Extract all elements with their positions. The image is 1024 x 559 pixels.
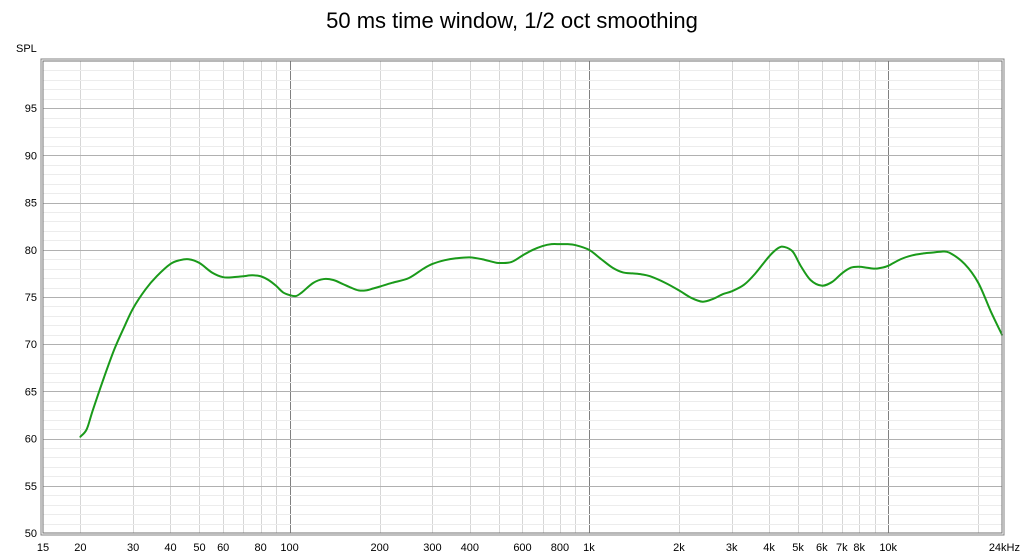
x-tick-label: 10k [879, 542, 897, 554]
plot-area-border [42, 60, 1003, 534]
x-tick-label: 50 [193, 542, 205, 554]
y-tick-label: 80 [25, 245, 37, 257]
x-tick-label: 40 [164, 542, 176, 554]
x-tick-label: 60 [217, 542, 229, 554]
y-tick-label: 75 [25, 292, 37, 304]
x-tick-label: 5k [792, 542, 804, 554]
y-tick-label: 85 [25, 198, 37, 210]
chart-title: 50 ms time window, 1/2 oct smoothing [326, 8, 698, 33]
x-tick-label: 4k [763, 542, 775, 554]
y-tick-label: 55 [25, 481, 37, 493]
x-tick-label: 200 [371, 542, 389, 554]
y-tick-labels: 50 55 60 65 70 75 80 85 90 95 [25, 103, 37, 540]
y-tick-label: 90 [25, 150, 37, 162]
y-axis-label: SPL [16, 43, 37, 55]
x-tick-label: 100 [280, 542, 298, 554]
x-tick-label: 7k [836, 542, 848, 554]
x-tick-label: 300 [423, 542, 441, 554]
x-tick-label: 15 [37, 542, 49, 554]
x-tick-label: 20 [74, 542, 86, 554]
x-tick-label: 3k [726, 542, 738, 554]
y-tick-label: 70 [25, 339, 37, 351]
plot-frame [40, 58, 1005, 536]
y-tick-label: 60 [25, 434, 37, 446]
x-tick-label: 30 [127, 542, 139, 554]
x-tick-label: 1k [583, 542, 595, 554]
x-tick-label: 8k [853, 542, 865, 554]
x-tick-label: 600 [513, 542, 531, 554]
x-tick-label: 24kHz [989, 542, 1020, 554]
spl-series-line [79, 242, 1003, 438]
x-tick-labels: 15 20 30 40 50 60 80 100 200 300 400 600 800 1k 2k 3k 4k… [37, 542, 1020, 554]
x-tick-label: 6k [816, 542, 828, 554]
y-tick-label: 65 [25, 386, 37, 398]
x-tick-label: 80 [254, 542, 266, 554]
grid-lines [43, 61, 1002, 533]
series-layer [79, 242, 1003, 438]
x-tick-label: 800 [551, 542, 569, 554]
x-tick-label: 2k [673, 542, 685, 554]
y-tick-label: 50 [25, 528, 37, 540]
x-tick-label: 400 [461, 542, 479, 554]
y-tick-label: 95 [25, 103, 37, 115]
